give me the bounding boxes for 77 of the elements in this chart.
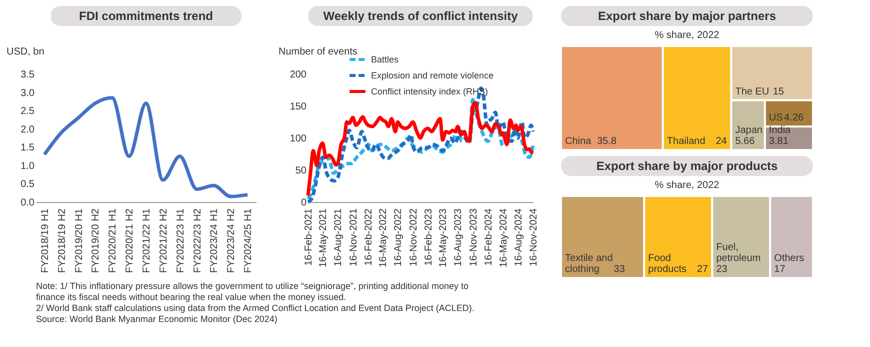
- x-tick-label: 16-Aug-2022: [393, 208, 404, 266]
- source-note: Source: World Bank Myanmar Economic Monitor (Dec 2024): [36, 314, 278, 324]
- x-tick-label: 16-May-2024: [498, 208, 510, 268]
- data-label: 23: [716, 264, 728, 275]
- x-tick-label: FY2019/20 H2: [90, 208, 102, 273]
- x-tick-label: 16-Aug-2023: [453, 208, 464, 266]
- category-label: India: [768, 125, 792, 136]
- x-tick-label: FY2018/19 H2: [56, 208, 68, 273]
- category-label: The EU: [735, 86, 770, 98]
- x-tick-label: FY2018/19 H1: [40, 208, 51, 273]
- x-tick-label: FY2023/24 H2: [226, 208, 238, 273]
- legend-label: Conflict intensity index (RHS): [371, 86, 488, 96]
- y-tick-label: 1.0: [20, 160, 35, 172]
- text: % share, 2022: [654, 30, 720, 41]
- y-tick-label: 0: [300, 198, 307, 208]
- text: 2/ World Bank staff calculations using data from the Armed Conflict Location and Event Data Project (ACLED).: [36, 303, 474, 313]
- y-tick-label: 3.0: [20, 88, 35, 99]
- x-tick-label: FY2019/20 H1: [74, 208, 85, 273]
- y-axis-title: USD, bn: [6, 46, 44, 58]
- x-tick-label: 16-Aug-2021: [333, 208, 344, 266]
- x-tick-label: 16-May-2023: [438, 208, 450, 268]
- y-tick-label: 0.5: [20, 179, 35, 190]
- x-tick-label: FY2021/22 H1: [142, 208, 152, 273]
- x-tick-label: 16-Nov-2021: [348, 208, 360, 266]
- data-label: 5.66: [735, 136, 756, 147]
- x-tick-label: 16-Feb-2022: [363, 208, 374, 266]
- data-label: 15: [772, 86, 784, 98]
- category-label: Others: [774, 253, 804, 264]
- category-label: Japan: [735, 125, 762, 136]
- category-label: Thailand: [666, 136, 706, 147]
- text: Export share by major partners: [598, 9, 776, 23]
- text: % share, 2022: [654, 180, 720, 191]
- x-tick-label: FY2022/23 H2: [192, 208, 204, 273]
- y-tick-label: 1.5: [20, 142, 35, 154]
- x-tick-label: FY2020/21 H2: [124, 208, 136, 273]
- x-tick-label: 16-Nov-2023: [468, 208, 480, 266]
- x-tick-label: FY2023/24 H1: [209, 208, 220, 273]
- x-tick-label: FY2024/25 H1: [243, 208, 254, 273]
- data-label: 27: [696, 264, 709, 275]
- x-tick-label: 16-Aug-2024: [513, 208, 524, 266]
- x-tick-label: 16-Nov-2024: [528, 208, 540, 266]
- y-tick-label: 3.5: [20, 70, 35, 80]
- y-tick-label: 2.0: [20, 124, 35, 136]
- x-tick-label: 16-Feb-2024: [483, 208, 494, 266]
- y-axis-title: Number of events: [278, 46, 358, 58]
- x-tick-label: 16-May-2022: [378, 208, 390, 268]
- data-label: 4.26: [784, 112, 804, 124]
- data-label: 35.8: [597, 136, 617, 147]
- x-tick-label: FY2020/21 H1: [108, 208, 119, 273]
- data-label: 17: [774, 264, 786, 275]
- y-tick-label: 50: [295, 166, 307, 176]
- x-tick-label: FY2021/22 H2: [158, 208, 170, 273]
- data-label: 33: [614, 264, 626, 275]
- data-label: 3.81: [768, 136, 789, 147]
- category-label: Textile and clothing: [565, 253, 613, 275]
- y-tick-label: 150: [290, 102, 307, 112]
- category-label: US: [768, 112, 784, 124]
- x-tick-label: 16-Feb-2023: [423, 208, 434, 266]
- legend-label: Explosion and remote violence: [371, 70, 494, 80]
- y-tick-label: 2.5: [20, 106, 35, 118]
- category-label: Food products: [648, 253, 687, 275]
- data-label: 24: [716, 136, 728, 147]
- y-tick-label: 200: [290, 70, 307, 80]
- chart-title: Weekly trends of conflict intensity: [323, 9, 518, 23]
- x-tick-label: 16-Feb-2021: [304, 208, 314, 266]
- category-label: Fuel, petroleum: [716, 242, 761, 264]
- x-tick-label: 16-Nov-2022: [408, 208, 420, 266]
- x-tick-label: FY2022/23 H1: [175, 208, 186, 273]
- text: Note: 1/ This inflationary pressure allows the government to utilize “seigniorage”, printing additional money to finance its fiscal needs without bearing the real value when the money issued.: [36, 281, 469, 302]
- category-label: China: [565, 136, 592, 147]
- y-tick-label: 100: [290, 134, 307, 144]
- text: Export share by major products: [596, 159, 778, 173]
- line-series: [42, 96, 250, 198]
- legend-label: Battles: [371, 54, 400, 64]
- x-tick-label: 16-May-2021: [318, 208, 330, 268]
- chart-title: FDI commitments trend: [78, 9, 214, 23]
- y-tick-label: 0.0: [20, 198, 35, 208]
